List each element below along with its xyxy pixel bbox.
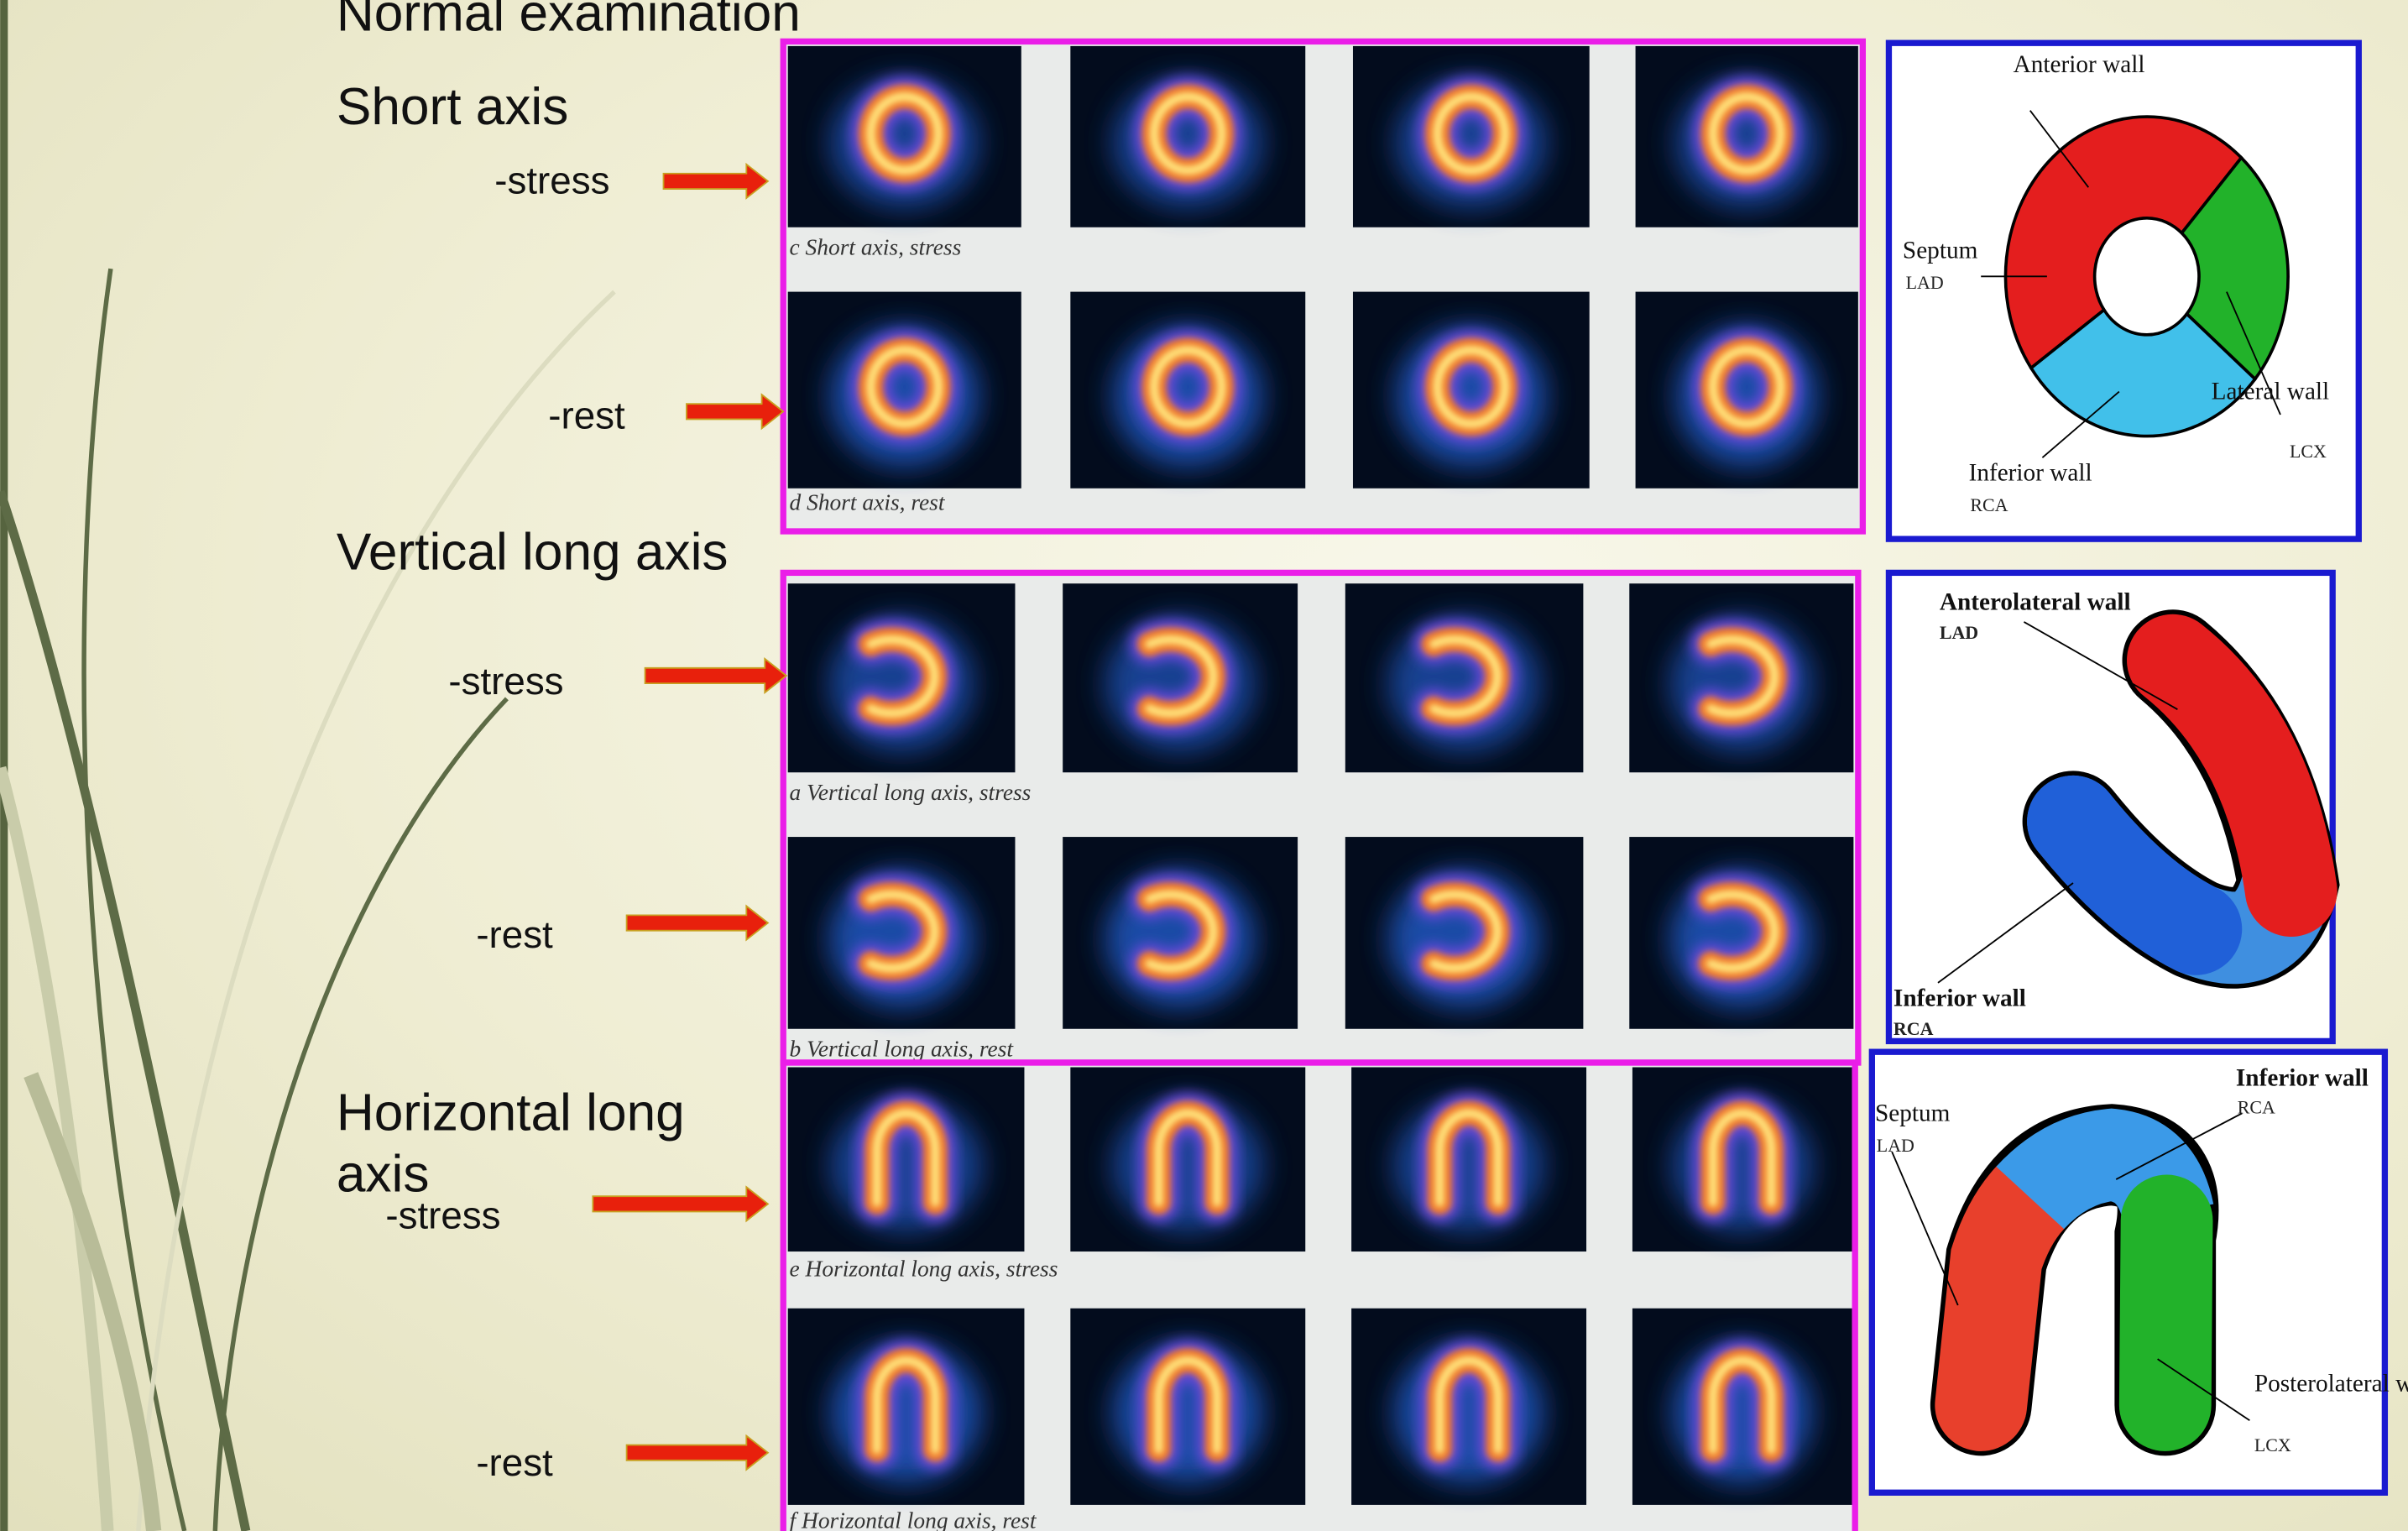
wall-segment bbox=[2179, 155, 2290, 382]
arrow bbox=[686, 393, 785, 431]
scan-wall bbox=[1145, 890, 1219, 973]
diagram-label: LCX bbox=[2254, 1434, 2291, 1455]
diagram-label: Anterior wall bbox=[2014, 51, 2145, 78]
scan-wall bbox=[1429, 890, 1502, 973]
section-heading: Horizontal long axis bbox=[336, 1084, 685, 1204]
diagram-label: Anterolateral wall bbox=[1940, 588, 2131, 615]
scan-wall bbox=[1154, 1108, 1222, 1207]
diagram-horizontal-long-axis: Septum LAD Inferior wall RCA Posterolate… bbox=[1868, 1048, 2408, 1496]
art: c Short axis, stress d Short axis, rest a … bbox=[780, 38, 1867, 1531]
scan-wall bbox=[1149, 345, 1227, 429]
scan-wall bbox=[866, 91, 943, 175]
scan-wall bbox=[872, 1108, 940, 1207]
panel-border bbox=[780, 1059, 1858, 1531]
section-heading: Short axis bbox=[337, 78, 569, 136]
diagram-label: LAD bbox=[1877, 1135, 1914, 1156]
scan-caption: c Short axis, stress bbox=[790, 235, 962, 260]
scan-wall bbox=[1433, 345, 1510, 429]
diagram-label: Lateral wall bbox=[2212, 379, 2330, 405]
view-label: -rest bbox=[476, 913, 553, 956]
view-label: -rest bbox=[476, 1441, 553, 1484]
arrow bbox=[592, 1185, 770, 1223]
scan-caption: b Vertical long axis, rest bbox=[790, 1037, 1015, 1062]
diagram-label: Inferior wall bbox=[1893, 985, 2026, 1011]
scan-wall bbox=[1708, 91, 1785, 175]
scan-wall bbox=[866, 345, 943, 429]
scan-wall bbox=[866, 890, 940, 973]
arrow bbox=[625, 1434, 770, 1471]
diagram-label: LAD bbox=[1906, 272, 1944, 293]
scan-wall bbox=[1433, 91, 1510, 175]
scan-wall bbox=[1145, 635, 1219, 718]
view-label: -stress bbox=[494, 159, 609, 202]
scan-wall bbox=[1708, 345, 1785, 429]
scan-wall bbox=[1434, 1356, 1503, 1455]
scan-caption: a Vertical long axis, stress bbox=[790, 780, 1032, 805]
diagram-label: LCX bbox=[2290, 441, 2327, 462]
section-heading: Vertical long axis bbox=[337, 524, 729, 582]
scan-caption: e Horizontal long axis, stress bbox=[790, 1256, 1058, 1281]
decoration bbox=[0, 0, 616, 1531]
diagram-label: Septum bbox=[1875, 1100, 1951, 1127]
scan-wall bbox=[1705, 635, 1779, 718]
diagram-short-axis: Anterior wall Septum LAD Lateral wall LC… bbox=[1885, 39, 2362, 542]
scan-wall bbox=[1149, 91, 1227, 175]
diagram-label: Septum bbox=[1903, 237, 1978, 264]
scan-wall bbox=[872, 1356, 940, 1455]
labels: -stress -rest Short axis -stress -rest Vertic… bbox=[336, 78, 788, 1484]
diagram-label: LAD bbox=[1940, 622, 1978, 643]
scan-wall bbox=[1708, 1108, 1776, 1207]
view-label: -stress bbox=[385, 1194, 500, 1237]
arrow bbox=[644, 656, 788, 694]
diagram-label: RCA bbox=[1970, 494, 2008, 515]
slide-title: Normal examination bbox=[337, 0, 801, 43]
diagram-label: Inferior wall bbox=[1969, 460, 2092, 487]
wall-segment bbox=[2003, 115, 2243, 371]
scan-wall bbox=[1705, 890, 1779, 973]
diagram-label: Posterolateral wall bbox=[2254, 1371, 2408, 1398]
wall-segment bbox=[2029, 307, 2258, 438]
view-label: -rest bbox=[548, 394, 625, 436]
scan-wall bbox=[1154, 1356, 1222, 1455]
diagram-label: RCA bbox=[1893, 1018, 1934, 1039]
diagram-label: Inferior wall bbox=[2236, 1064, 2369, 1091]
scan-wall bbox=[1708, 1356, 1776, 1455]
diagram-label: RCA bbox=[2238, 1096, 2275, 1117]
scan-wall bbox=[1429, 635, 1502, 718]
scan-wall bbox=[1434, 1108, 1503, 1207]
diagram-vertical-long-axis: Anterolateral wall LAD Inferior wall RCA bbox=[1885, 569, 2340, 1045]
arrow bbox=[662, 162, 770, 200]
view-label: -stress bbox=[448, 660, 563, 703]
scan-caption: d Short axis, rest bbox=[790, 489, 946, 515]
section-heading-box: Horizontal long axis bbox=[336, 1084, 685, 1204]
panel-border bbox=[780, 38, 1867, 535]
scan-caption: f Horizontal long axis, rest bbox=[790, 1507, 1037, 1531]
scan-wall bbox=[866, 635, 940, 718]
arrow bbox=[625, 904, 770, 942]
